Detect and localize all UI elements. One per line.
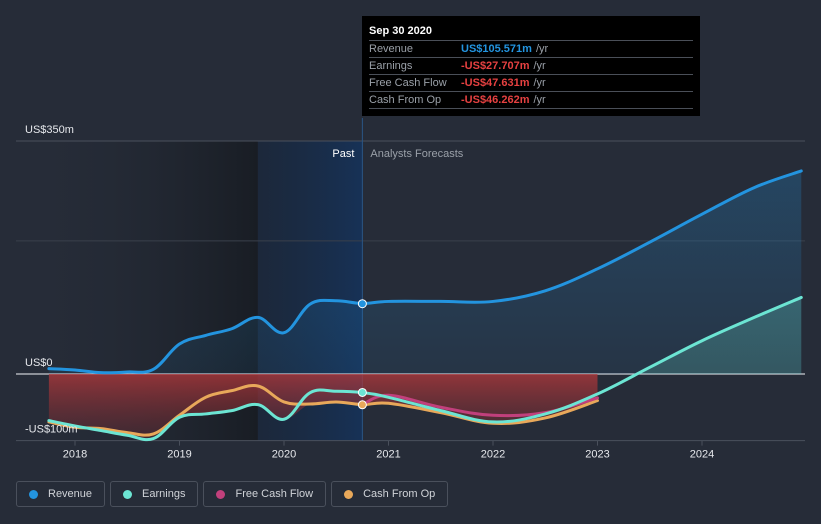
- tooltip-unit: /yr: [533, 94, 546, 106]
- x-tick-label: 2021: [376, 449, 400, 461]
- legend-label: Earnings: [142, 488, 186, 500]
- y-tick-label: -US$100m: [25, 424, 78, 436]
- tooltip-date: Sep 30 2020: [369, 24, 693, 41]
- y-tick-label: US$0: [25, 357, 53, 369]
- y-tick-label: US$350m: [25, 124, 74, 136]
- revenue-marker: [357, 299, 367, 309]
- tooltip-unit: /yr: [533, 60, 546, 72]
- legend-item-cash-from-op[interactable]: Cash From Op: [331, 481, 449, 507]
- cash-from-op-line: [47, 384, 599, 437]
- earnings-area-fill: [48, 297, 802, 374]
- cash-from-op-marker: [357, 400, 367, 410]
- tooltip-label: Earnings: [369, 60, 413, 72]
- legend-dot-icon: [216, 489, 226, 499]
- x-tick-label: 2019: [167, 449, 191, 461]
- tooltip-unit: /yr: [533, 77, 546, 89]
- tooltip-row-free-cash-flow: Free Cash Flow -US$47.631m /yr: [369, 75, 693, 92]
- tooltip-label: Free Cash Flow: [369, 77, 447, 89]
- legend-item-revenue[interactable]: Revenue: [16, 481, 106, 507]
- legend-label: Revenue: [48, 488, 93, 500]
- legend-item-earnings[interactable]: Earnings: [110, 481, 199, 507]
- tooltip-row-cash-from-op: Cash From Op -US$46.262m /yr: [369, 92, 693, 109]
- legend-label: Cash From Op: [363, 488, 436, 500]
- tooltip-row-revenue: Revenue US$105.571m /yr: [369, 41, 693, 58]
- forecast-label: Analysts Forecasts: [370, 148, 463, 160]
- tooltip-value: -US$27.707m: [461, 60, 530, 72]
- tooltip-row-earnings: Earnings -US$27.707m /yr: [369, 58, 693, 75]
- tooltip-value: -US$46.262m: [461, 94, 530, 106]
- tooltip-label: Cash From Op: [369, 94, 442, 106]
- revenue-line: [47, 169, 803, 375]
- tooltip: Sep 30 2020 Revenue US$105.571m /yr Earn…: [362, 16, 700, 116]
- tooltip-unit: /yr: [535, 43, 549, 55]
- tooltip-label: Revenue: [369, 43, 414, 55]
- tooltip-value: -US$47.631m: [461, 77, 530, 89]
- legend-item-free-cash-flow[interactable]: Free Cash Flow: [203, 481, 327, 507]
- legend-dot-icon: [123, 489, 133, 499]
- legend-dot-icon: [29, 489, 38, 499]
- earnings-marker: [357, 387, 367, 397]
- x-tick-label: 2022: [481, 449, 505, 461]
- x-tick-label: 2020: [272, 449, 296, 461]
- earnings-line: [47, 295, 803, 442]
- legend-label: Free Cash Flow: [235, 488, 314, 500]
- x-tick-label: 2023: [585, 449, 609, 461]
- x-tick-label: 2018: [63, 449, 87, 461]
- legend-dot-icon: [344, 489, 354, 499]
- past-label: Past: [332, 148, 354, 160]
- x-tick-label: 2024: [690, 449, 714, 461]
- tooltip-value: US$105.571m: [461, 43, 532, 55]
- negative-area-fill: [48, 374, 598, 440]
- revenue-area-fill: [48, 170, 802, 374]
- legend: Revenue Earnings Free Cash Flow Cash Fro…: [16, 481, 449, 507]
